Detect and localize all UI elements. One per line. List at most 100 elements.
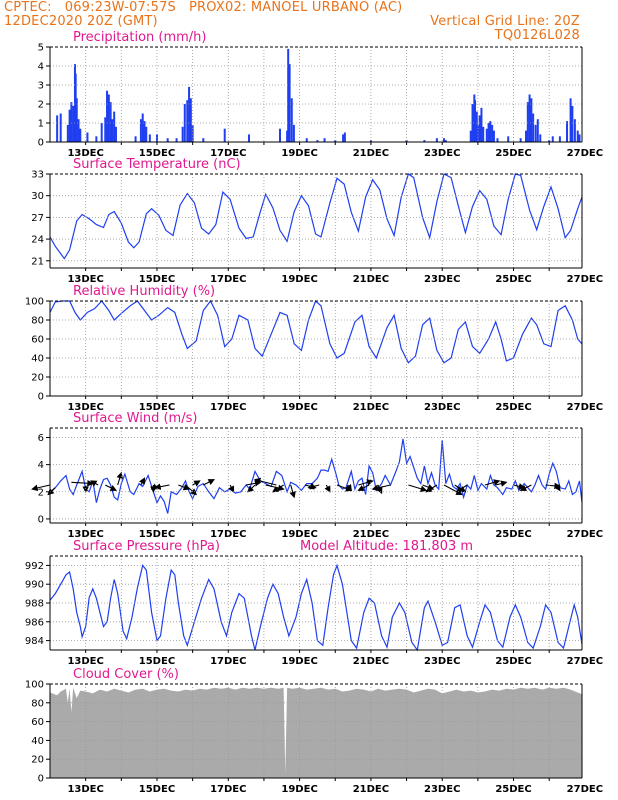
y-tick-label-2: 40 xyxy=(31,354,44,365)
x-tick-label-1: 15DEC xyxy=(139,784,175,795)
y-tick-label-2: 40 xyxy=(31,736,44,747)
y-tick-label-3: 3 xyxy=(38,81,44,92)
x-tick-label-6: 25DEC xyxy=(495,656,531,667)
precip-bar-36 xyxy=(202,138,205,142)
precip-bar-46 xyxy=(316,140,319,142)
precip-bar-38 xyxy=(247,134,250,142)
precip-bar-42 xyxy=(288,64,291,142)
precip-bar-2 xyxy=(66,124,69,142)
x-tick-label-6: 25DEC xyxy=(495,784,531,795)
wind-vector-7 xyxy=(139,477,146,486)
y-tick-label-1: 1 xyxy=(38,119,44,130)
x-tick-label-1: 15DEC xyxy=(139,148,175,159)
precip-bar-33 xyxy=(188,86,191,142)
precip-bar-15 xyxy=(106,90,109,142)
precip-bar-83 xyxy=(551,136,554,142)
precip-bar-8 xyxy=(75,98,78,142)
precip-bar-56 xyxy=(444,140,447,142)
y-tick-label-2: 988 xyxy=(25,599,44,610)
precip-bar-72 xyxy=(507,136,510,142)
precip-bar-67 xyxy=(487,123,490,142)
x-tick-label-2: 17DEC xyxy=(210,784,246,795)
precip-bar-68 xyxy=(489,121,492,142)
wind-vector-10 xyxy=(154,483,170,490)
precip-bar-44 xyxy=(292,124,295,142)
wind-vector-19 xyxy=(253,477,277,486)
precip-bar-27 xyxy=(155,134,158,142)
wind-vector-20 xyxy=(271,484,284,493)
precip-bar-75 xyxy=(526,102,529,142)
y-tick-label-0: 984 xyxy=(25,636,44,647)
precip-bar-28 xyxy=(166,138,169,142)
precip-bar-54 xyxy=(435,138,438,142)
precip-bar-35 xyxy=(191,124,194,142)
header-station: CPTEC: 069:23W-07:57S PROX02: MANOEL URB… xyxy=(4,0,403,15)
panel-title-4: Surface Pressure (hPa) xyxy=(73,539,220,554)
precip-bar-25 xyxy=(145,126,148,142)
precip-bar-29 xyxy=(175,138,178,142)
precip-bar-88 xyxy=(573,119,576,142)
cloud-cover-area xyxy=(50,687,582,778)
x-tick-label-7: 27DEC xyxy=(567,656,603,667)
precip-bar-13 xyxy=(100,123,103,142)
precip-bar-3 xyxy=(68,109,71,142)
wind-vector-5 xyxy=(105,484,117,491)
x-tick-label-1: 15DEC xyxy=(139,402,175,413)
panel-title-0: Precipitation (mm/h) xyxy=(73,30,206,45)
x-tick-label-6: 25DEC xyxy=(495,529,531,540)
precip-bar-64 xyxy=(480,107,483,142)
wind-vector-13 xyxy=(192,480,201,487)
y-tick-label-1: 24 xyxy=(31,235,44,246)
precip-bar-58 xyxy=(471,104,474,142)
precip-bar-10 xyxy=(79,128,82,142)
x-tick-label-3: 19DEC xyxy=(281,784,317,795)
x-tick-label-7: 27DEC xyxy=(567,274,603,285)
wind-vector-12 xyxy=(185,484,198,496)
precip-bar-9 xyxy=(77,119,80,142)
x-tick-label-3: 19DEC xyxy=(281,529,317,540)
precip-bar-50 xyxy=(343,132,346,142)
header-date: 12DEC2020 20Z (GMT) xyxy=(4,14,158,29)
precip-bar-22 xyxy=(139,119,142,142)
precip-bar-78 xyxy=(532,113,535,142)
precip-bar-47 xyxy=(323,138,326,142)
precip-bar-90 xyxy=(578,134,581,142)
precip-bar-32 xyxy=(186,100,189,142)
y-tick-label-5: 100 xyxy=(25,680,44,691)
wind-vector-31 xyxy=(408,484,428,492)
precip-bar-43 xyxy=(290,98,293,142)
y-tick-label-0: 0 xyxy=(38,138,44,149)
precip-bar-16 xyxy=(107,94,110,142)
wind-vector-4 xyxy=(90,480,99,487)
x-tick-label-5: 23DEC xyxy=(424,148,460,159)
precip-bar-57 xyxy=(469,130,472,142)
x-tick-label-2: 17DEC xyxy=(210,656,246,667)
precip-bar-12 xyxy=(95,136,98,142)
y-tick-label-2: 4 xyxy=(38,460,44,471)
precip-bar-31 xyxy=(183,104,186,142)
y-tick-label-1: 2 xyxy=(38,487,44,498)
x-tick-label-4: 21DEC xyxy=(353,784,389,795)
wind-vector-40 xyxy=(519,484,532,491)
y-tick-label-3: 60 xyxy=(31,335,44,346)
x-tick-label-0: 13DEC xyxy=(67,274,103,285)
x-tick-label-5: 23DEC xyxy=(424,529,460,540)
x-tick-label-2: 17DEC xyxy=(210,148,246,159)
y-tick-label-2: 27 xyxy=(31,213,44,224)
precip-bar-52 xyxy=(405,140,408,142)
precip-bar-79 xyxy=(534,124,537,142)
precip-bar-55 xyxy=(443,138,446,142)
y-tick-label-1: 986 xyxy=(25,617,44,628)
precip-bar-81 xyxy=(539,134,542,142)
precip-bar-34 xyxy=(189,98,192,142)
precip-bar-45 xyxy=(305,138,308,142)
precip-bar-77 xyxy=(530,98,533,142)
precip-bar-74 xyxy=(525,130,528,142)
precip-bar-24 xyxy=(143,121,146,142)
x-tick-label-0: 13DEC xyxy=(67,656,103,667)
precip-bar-65 xyxy=(482,126,485,142)
x-tick-label-3: 19DEC xyxy=(281,148,317,159)
series-line-2 xyxy=(49,299,583,364)
x-tick-label-7: 27DEC xyxy=(567,529,603,540)
x-tick-label-5: 23DEC xyxy=(424,274,460,285)
